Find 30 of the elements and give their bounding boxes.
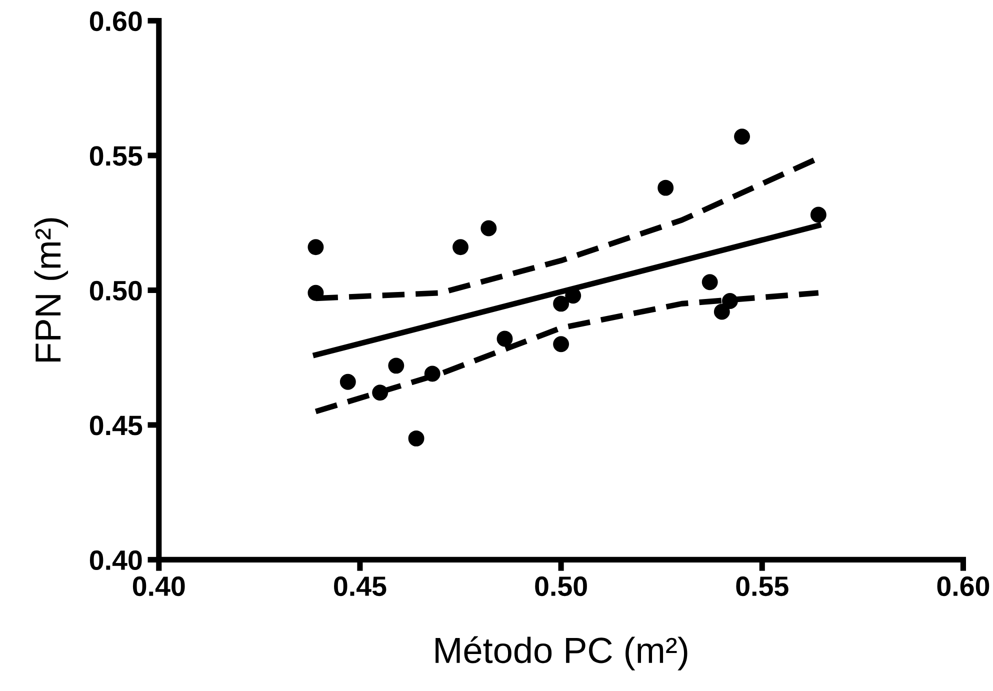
point [308,239,324,256]
point [480,220,497,236]
point [553,296,570,312]
x-axis-title: Método PC (m²) [436,636,688,670]
point [372,384,388,401]
point [714,304,730,320]
point [722,293,738,309]
point [340,374,356,390]
point [408,430,424,446]
x-tick-label: 0.50 [535,576,587,596]
point [734,128,750,145]
point [424,366,440,382]
x-tick-label: 0.55 [736,576,788,596]
y-tick-label: 0.45 [90,416,142,436]
point [553,336,570,352]
x-tick-label: 0.60 [937,576,990,596]
point [496,330,513,347]
x-tick-label: 0.45 [334,576,386,596]
point [452,239,468,256]
point [702,274,718,290]
y-tick-label: 0.50 [90,280,142,301]
y-tick-label: 0.55 [90,146,142,166]
point [308,284,324,301]
point [658,180,674,196]
x-tick-label: 0.40 [132,576,185,596]
y-tick-label: 0.40 [90,550,142,570]
point [388,358,404,374]
point [810,206,826,223]
y-tick-label: 0.60 [90,11,142,32]
y-axis-title: FPN (m²) [34,218,68,362]
